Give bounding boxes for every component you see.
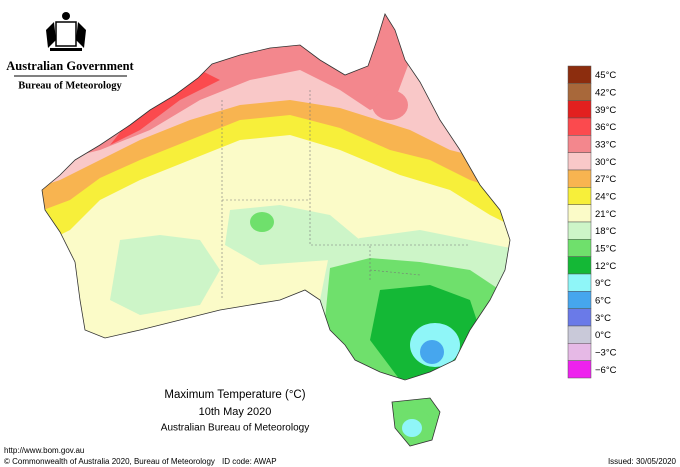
legend-swatch xyxy=(567,152,592,171)
footer-copyright: © Commonwealth of Australia 2020, Bureau… xyxy=(4,457,215,466)
legend-label: 39°C xyxy=(595,105,616,116)
legend-swatch xyxy=(567,221,592,240)
government-name: Australian Government xyxy=(6,59,134,73)
map-source: Australian Bureau of Meteorology xyxy=(161,423,309,434)
coat-of-arms xyxy=(46,12,86,51)
legend-label: 6°C xyxy=(595,296,611,307)
legend-swatch xyxy=(567,83,592,101)
legend-swatch xyxy=(567,325,592,344)
legend-swatch xyxy=(567,135,592,153)
legend-label: 27°C xyxy=(595,174,616,185)
legend-label: 12°C xyxy=(595,261,616,272)
legend-swatch xyxy=(567,360,592,379)
state-borders xyxy=(221,90,470,300)
legend-label: −3°C xyxy=(595,348,617,359)
legend-swatch xyxy=(567,291,592,309)
legend-label: 9°C xyxy=(595,278,611,289)
footer-id-code: ID code: AWAP xyxy=(222,457,277,466)
legend-label: 33°C xyxy=(595,140,616,151)
bureau-name: Bureau of Meteorology xyxy=(18,80,122,91)
legend-label: 30°C xyxy=(595,157,616,168)
coastline xyxy=(41,13,511,447)
legend-label: 0°C xyxy=(595,330,611,341)
legend: 45°C 42°C 39°C 36°C 33°C 30°C 27°C 24°C 21°C 18°C… xyxy=(567,65,617,379)
legend-swatch xyxy=(567,308,592,327)
legend-label: 3°C xyxy=(595,313,611,324)
legend-swatch xyxy=(567,204,592,223)
legend-swatch xyxy=(567,256,592,275)
legend-label: 45°C xyxy=(595,70,616,81)
footer-issued: Issued: 30/05/2020 xyxy=(608,457,677,466)
footer-url: http://www.bom.gov.au xyxy=(4,446,84,455)
legend-label: 18°C xyxy=(595,226,616,237)
legend-label: −6°C xyxy=(595,365,617,376)
legend-label: 24°C xyxy=(595,192,616,203)
legend-label: 36°C xyxy=(595,122,616,133)
map-date: 10th May 2020 xyxy=(199,406,272,418)
legend-swatch xyxy=(567,117,592,136)
legend-swatch xyxy=(567,273,592,292)
legend-swatch xyxy=(567,65,592,84)
legend-swatch xyxy=(567,100,592,119)
legend-swatch xyxy=(567,239,592,257)
legend-swatch xyxy=(567,187,592,205)
legend-swatch xyxy=(567,169,592,188)
map-title: Maximum Temperature (°C) xyxy=(164,389,305,401)
legend-label: 42°C xyxy=(595,88,616,99)
legend-label: 15°C xyxy=(595,244,616,255)
legend-label: 21°C xyxy=(595,209,616,220)
legend-swatch xyxy=(567,343,592,361)
